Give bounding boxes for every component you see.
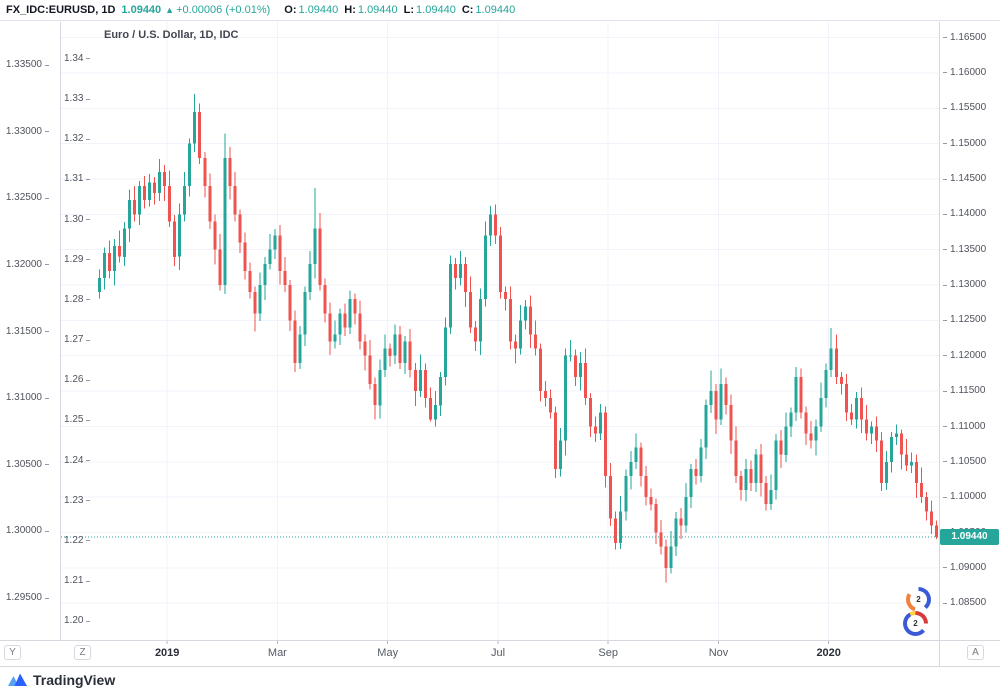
- left-price-axis-inner[interactable]: 1.34 1.33 1.32 1.31 1.30 1.29 1.28 1.27 1.26 1.25…: [64, 0, 98, 640]
- right-axis-tick: 1.13500: [940, 244, 986, 256]
- left-scale-button[interactable]: Y: [4, 645, 21, 660]
- idea-bubble-label: 2: [907, 615, 924, 632]
- right-axis-tick: 1.12500: [940, 314, 986, 326]
- right-axis-tick: 1.10500: [940, 456, 986, 468]
- right-axis-tick: 1.16500: [940, 32, 986, 44]
- left-inner-axis-tick: 1.21: [64, 575, 93, 587]
- time-axis-label: Mar: [267, 647, 287, 659]
- right-axis-tick: 1.14000: [940, 208, 986, 220]
- time-axis-label: 2020: [816, 647, 841, 659]
- right-axis-tick: 1.15500: [940, 102, 986, 114]
- close-value: 1.09440: [475, 4, 516, 16]
- change-up-arrow-icon: ▲: [165, 5, 175, 15]
- time-axis-label: 2019: [154, 647, 180, 659]
- chart-legend[interactable]: Euro / U.S. Dollar, 1D, IDC: [104, 29, 239, 41]
- close-label: C:: [461, 4, 474, 16]
- left-price-axis-outer[interactable]: 1.33500 1.33000 1.32500 1.32000 1.31500 1.310…: [0, 0, 60, 640]
- footer-bar: TradingView: [0, 667, 1000, 693]
- left-outer-axis-tick: 1.31000: [6, 392, 52, 404]
- low-value: 1.09440: [416, 4, 456, 16]
- left-inner-axis-tick: 1.32: [64, 133, 93, 145]
- inner-scale-button[interactable]: Z: [74, 645, 91, 660]
- left-inner-axis-tick: 1.25: [64, 414, 93, 426]
- right-axis-tick: 1.09000: [940, 562, 986, 574]
- low-label: L:: [403, 4, 415, 16]
- time-axis-label: Nov: [708, 647, 729, 659]
- left-inner-axis-tick: 1.33: [64, 93, 93, 105]
- left-outer-axis-tick: 1.30500: [6, 459, 52, 471]
- right-axis-tick: 1.12000: [940, 350, 986, 362]
- right-axis-tick: 1.15000: [940, 138, 986, 150]
- left-outer-axis-tick: 1.33000: [6, 126, 52, 138]
- right-axis-tick: 1.13000: [940, 279, 986, 291]
- high-label: H:: [344, 4, 356, 16]
- left-inner-axis-tick: 1.26: [64, 374, 93, 386]
- left-inner-axis-tick: 1.27: [64, 334, 93, 346]
- time-axis[interactable]: 2019 Mar May Jul Sep Nov 2020: [0, 641, 1000, 666]
- left-inner-axis-tick: 1.20: [64, 615, 93, 627]
- last-price-label: 1.09440: [940, 528, 999, 545]
- left-inner-axis-tick: 1.28: [64, 294, 93, 306]
- idea-bubble-label: 2: [910, 591, 927, 608]
- high-value: 1.09440: [357, 4, 398, 16]
- left-outer-axis-tick: 1.31500: [6, 326, 52, 338]
- chart-header: FX_IDC:EURUSD, 1D 1.09440 ▲ +0.00006 (+0…: [0, 0, 1000, 21]
- left-outer-axis-tick: 1.33500: [6, 59, 52, 71]
- left-inner-axis-tick: 1.29: [64, 254, 93, 266]
- right-axis-tick: 1.11000: [940, 421, 985, 433]
- right-axis-tick: 1.11500: [940, 385, 985, 397]
- time-axis-label: May: [377, 647, 399, 659]
- open-value: 1.09440: [298, 4, 339, 16]
- idea-bubble-icon[interactable]: 2: [906, 587, 931, 612]
- tradingview-logo-icon: [8, 673, 27, 686]
- right-axis-tick: 1.16000: [940, 67, 986, 79]
- left-outer-axis-tick: 1.32000: [6, 259, 52, 271]
- left-inner-axis-tick: 1.24: [64, 455, 93, 467]
- time-axis-label: Jul: [490, 647, 506, 659]
- tradingview-wordmark[interactable]: TradingView: [33, 672, 116, 688]
- right-axis-tick: 1.08500: [940, 597, 986, 609]
- idea-bubble-icon[interactable]: 2: [903, 611, 928, 636]
- header-last-price: 1.09440: [121, 4, 162, 16]
- left-inner-axis-tick: 1.31: [64, 173, 93, 185]
- left-inner-axis-tick: 1.22: [64, 535, 93, 547]
- price-change: +0.00006 (+0.01%): [176, 4, 271, 16]
- left-inner-axis-tick: 1.34: [64, 53, 93, 65]
- left-outer-axis-tick: 1.30000: [6, 525, 52, 537]
- open-label: O:: [284, 4, 297, 16]
- last-price-label-text: 1.09440: [951, 531, 988, 543]
- left-outer-axis-tick: 1.29500: [6, 592, 52, 604]
- left-inner-axis-tick: 1.30: [64, 214, 93, 226]
- symbol-title[interactable]: FX_IDC:EURUSD, 1D: [6, 4, 116, 16]
- auto-scale-button[interactable]: A: [967, 645, 984, 660]
- left-inner-axis-tick: 1.23: [64, 495, 93, 507]
- left-outer-axis-tick: 1.32500: [6, 192, 52, 204]
- time-axis-label: Sep: [598, 647, 618, 659]
- right-axis-tick: 1.10000: [940, 491, 986, 503]
- right-axis-tick: 1.14500: [940, 173, 986, 185]
